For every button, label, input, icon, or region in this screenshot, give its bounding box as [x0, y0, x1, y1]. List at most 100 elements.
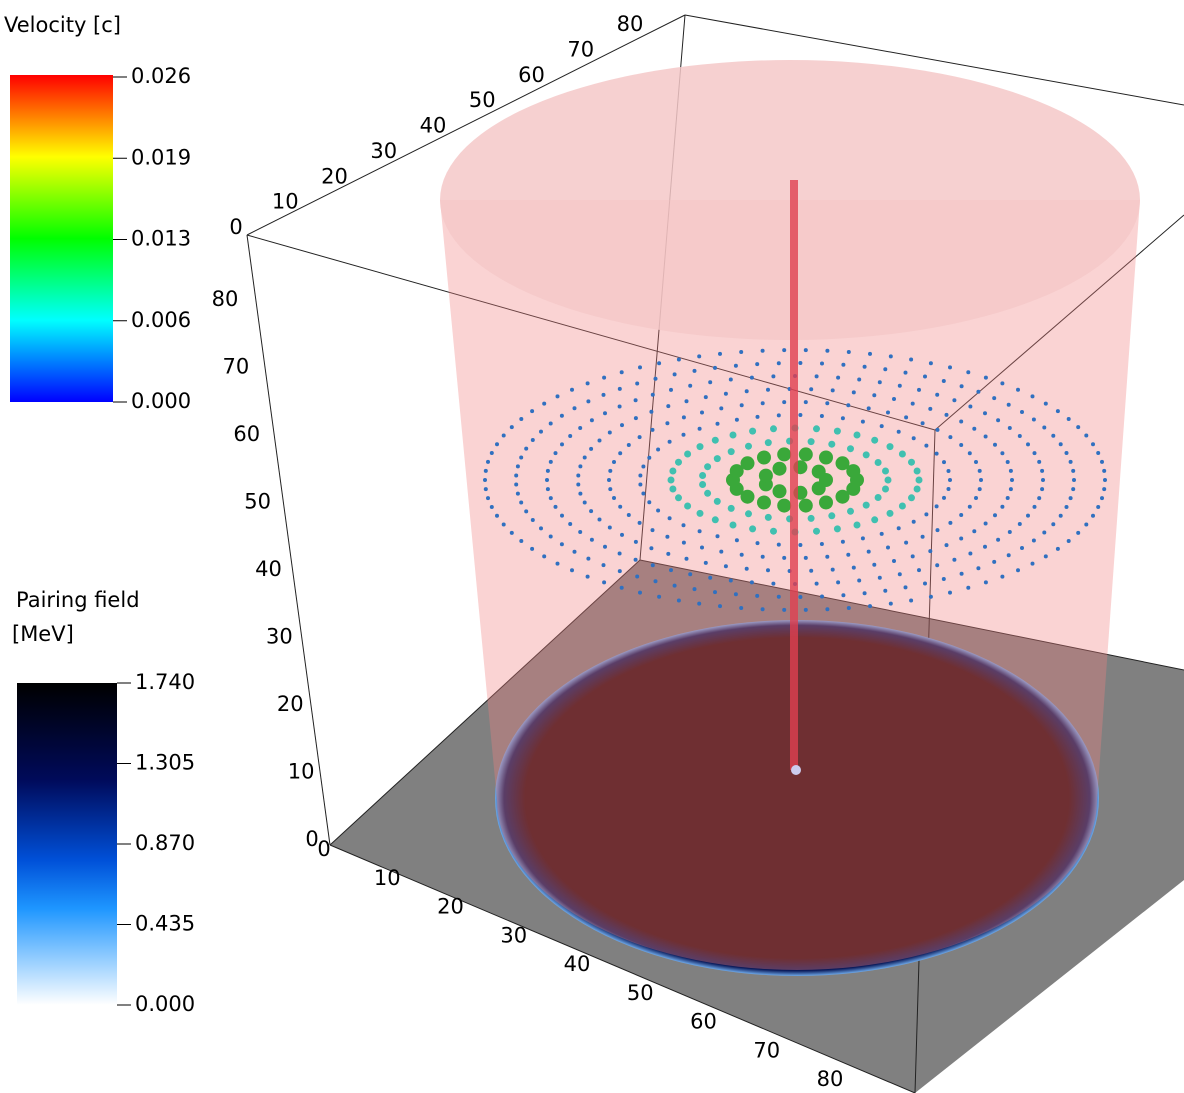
arrow — [1084, 522, 1089, 527]
arrow — [635, 381, 640, 386]
arrow — [728, 578, 733, 583]
arrow — [836, 375, 841, 380]
arrow — [740, 489, 755, 504]
arrow — [608, 468, 613, 473]
arrow — [740, 456, 755, 471]
arrow — [959, 536, 964, 541]
arrow — [729, 431, 737, 439]
arrow — [1042, 425, 1047, 430]
arrow — [913, 485, 921, 493]
arrow — [509, 530, 514, 535]
arrow — [555, 394, 560, 399]
arrow — [825, 607, 830, 612]
arrow — [977, 468, 982, 473]
arrow — [1006, 553, 1011, 558]
arrow — [684, 502, 692, 510]
arrow — [833, 525, 841, 533]
axis-label: 10 — [288, 760, 315, 784]
arrow — [1031, 538, 1036, 543]
arrow — [559, 542, 564, 547]
arrow — [910, 554, 915, 559]
arrow — [840, 539, 845, 544]
arrow — [979, 478, 983, 482]
arrow — [872, 562, 877, 567]
arrow — [948, 478, 952, 482]
arrow — [559, 413, 564, 418]
arrow — [684, 399, 689, 404]
arrow — [711, 516, 719, 524]
arrow — [684, 450, 692, 458]
arrow — [633, 416, 638, 421]
legend-title: Pairing field — [16, 588, 140, 612]
velocity-arrows — [483, 348, 1107, 612]
arrow — [959, 571, 964, 576]
arrow — [1040, 487, 1045, 492]
arrow — [1007, 426, 1012, 430]
arrow — [700, 410, 704, 415]
arrow — [1000, 451, 1005, 456]
arrow — [820, 594, 824, 599]
arrow — [825, 348, 830, 353]
arrow — [846, 552, 851, 557]
arrow — [860, 536, 865, 541]
arrow — [846, 403, 851, 408]
arrow — [851, 390, 856, 395]
arrow — [586, 399, 591, 404]
arrow — [1037, 496, 1042, 501]
legend-tick-label: 1.305 — [135, 751, 195, 775]
axis-label: 60 — [518, 63, 545, 87]
arrow — [519, 500, 524, 505]
arrow — [749, 525, 757, 533]
arrow — [723, 391, 728, 396]
arrow — [811, 464, 826, 479]
arrow — [486, 496, 490, 501]
arrow — [676, 598, 681, 603]
arrow — [898, 502, 906, 510]
arrow — [650, 528, 655, 533]
arrow — [992, 559, 997, 564]
arrow — [618, 504, 623, 509]
arrow — [582, 500, 587, 505]
arrow — [666, 404, 671, 409]
arrow — [996, 418, 1001, 423]
arrow — [847, 445, 854, 453]
arrow — [1008, 468, 1013, 473]
arrow — [920, 534, 925, 539]
arrow — [764, 439, 772, 447]
arrow — [1076, 425, 1081, 430]
arrow — [555, 561, 560, 566]
arrow — [1055, 409, 1060, 414]
arrow — [597, 517, 602, 522]
arrow — [601, 563, 606, 568]
arrow — [530, 546, 535, 551]
arrow — [718, 604, 722, 609]
arrow — [1091, 513, 1095, 518]
vortex-core — [790, 180, 798, 770]
arrow — [1043, 401, 1048, 406]
arrow — [809, 387, 814, 392]
arrow — [638, 482, 643, 487]
arrow — [1091, 442, 1095, 447]
arrow — [946, 487, 951, 491]
arrow — [739, 350, 744, 354]
arrow — [803, 348, 808, 353]
arrow — [539, 526, 543, 531]
arrow — [633, 398, 638, 403]
arrow — [766, 568, 770, 573]
arrow — [983, 580, 988, 585]
arrow — [708, 380, 713, 385]
arrow — [908, 458, 915, 466]
arrow — [1031, 417, 1036, 422]
legend-tick-label: 0.000 — [135, 992, 195, 1016]
legend-unit: [MeV] — [12, 622, 74, 646]
arrow — [1000, 574, 1005, 579]
axis-label: 80 — [212, 287, 239, 311]
arrow — [486, 459, 490, 464]
arrow — [948, 590, 952, 595]
arrow — [676, 357, 681, 362]
axis-label: 40 — [564, 952, 591, 976]
arrow — [1030, 394, 1035, 399]
arrow — [585, 574, 590, 579]
arrow — [972, 529, 977, 534]
arrow — [745, 510, 752, 518]
